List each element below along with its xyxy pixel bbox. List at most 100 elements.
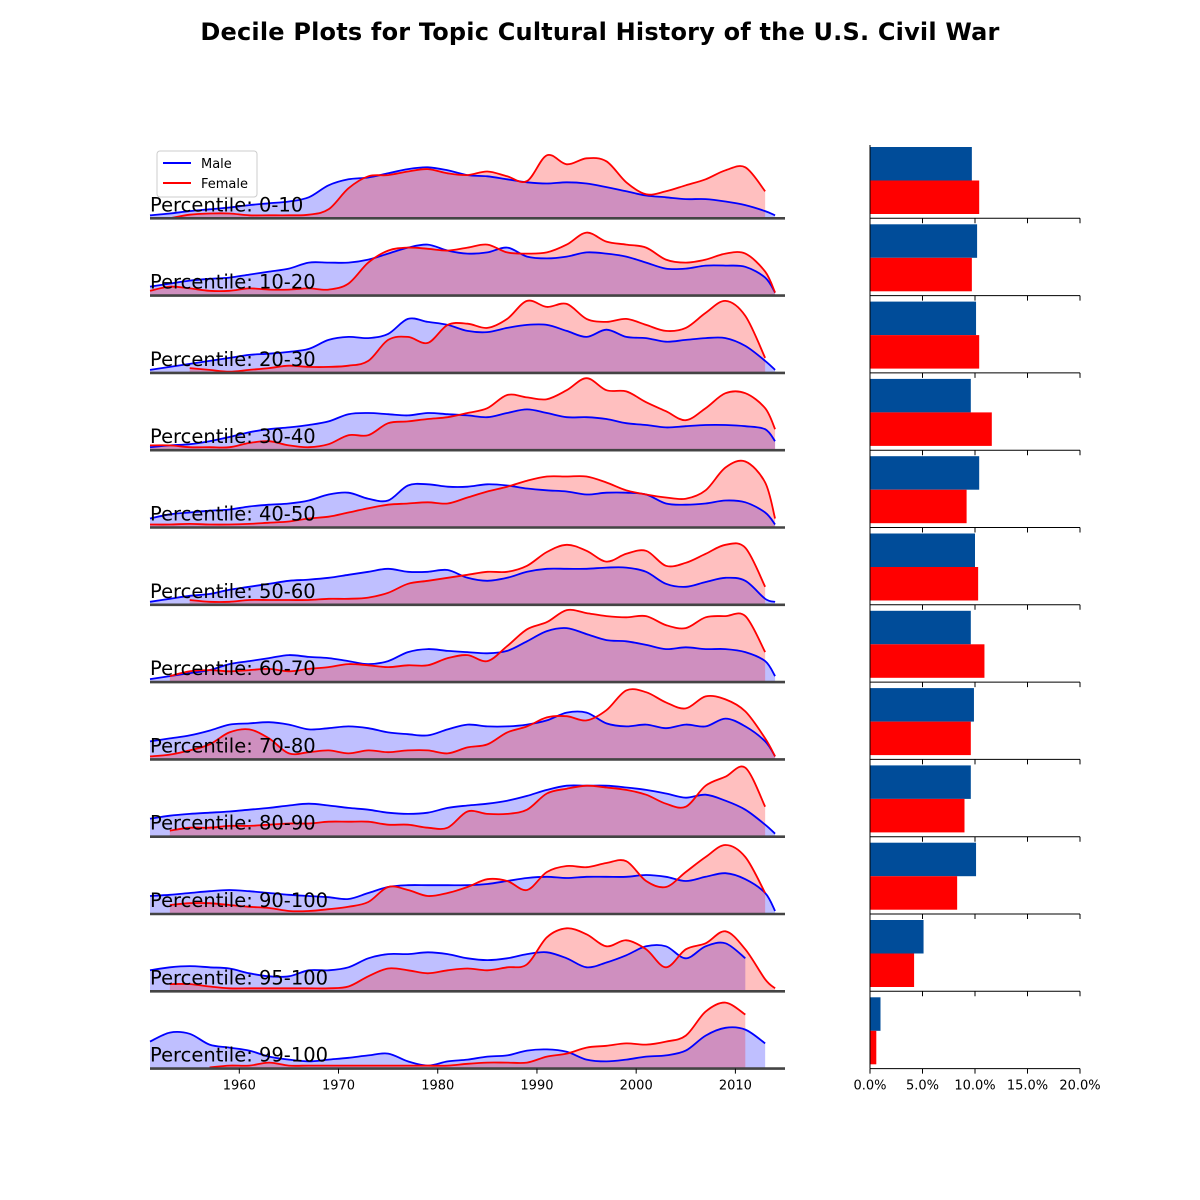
female-area <box>150 460 776 528</box>
ridge-panel: Percentile: 10-20 <box>149 231 785 297</box>
panel-label: Percentile: 50-60 <box>150 580 316 603</box>
bar-tick-label: 20.0% <box>1059 1079 1100 1094</box>
male-line <box>149 317 776 371</box>
male-line <box>149 784 776 835</box>
male-line <box>149 482 776 526</box>
bar-tick-label: 15.0% <box>1007 1079 1048 1094</box>
bar-tick-label: 5.0% <box>906 1079 939 1094</box>
male-area <box>150 409 776 451</box>
female-area <box>189 300 766 373</box>
male-line <box>149 627 776 680</box>
female-area <box>169 609 766 683</box>
legend-female-label: Female <box>201 177 248 192</box>
panel-label: Percentile: 0-10 <box>150 193 303 216</box>
panel-label: Percentile: 70-80 <box>150 734 316 757</box>
female-line <box>149 377 776 449</box>
x-tick-label: 1960 <box>223 1079 256 1094</box>
panel-label: Percentile: 95-100 <box>150 966 328 989</box>
male-bar <box>870 688 974 722</box>
female-bar <box>870 180 980 214</box>
female-area <box>150 689 776 760</box>
panel-label: Percentile: 99-100 <box>150 1044 328 1067</box>
male-bar <box>870 378 971 413</box>
female-line <box>169 927 776 990</box>
female-area <box>169 845 766 914</box>
panel-label: Percentile: 80-90 <box>150 812 316 835</box>
ridge-panel: Percentile: 0-10 <box>149 153 785 220</box>
panel-label: Percentile: 30-40 <box>150 425 316 448</box>
male-bar <box>870 224 978 258</box>
x-tick-label: 1990 <box>520 1079 553 1094</box>
female-bar <box>870 489 967 524</box>
ridge-panel: Percentile: 80-90 <box>149 765 785 839</box>
panel-label: Percentile: 10-20 <box>150 271 316 294</box>
female-bar <box>870 335 980 369</box>
panel-label: Percentile: 40-50 <box>150 503 316 526</box>
female-line <box>169 844 766 913</box>
female-line <box>149 688 776 758</box>
ridge-panel: Percentile: 40-50 <box>149 459 785 529</box>
male-line <box>149 941 746 978</box>
x-tick-label: 1980 <box>421 1079 454 1094</box>
male-area <box>150 167 776 219</box>
female-line <box>149 459 776 526</box>
male-area <box>150 942 746 992</box>
female-bar <box>870 798 965 833</box>
male-line <box>149 408 776 449</box>
ridge-panel: Percentile: 95-100 <box>149 927 785 993</box>
ridge-panel: Percentile: 30-40 <box>149 377 785 452</box>
male-bar <box>870 301 977 336</box>
male-area <box>150 244 776 296</box>
female-line <box>169 153 766 220</box>
female-line <box>209 1001 746 1069</box>
female-area <box>169 766 766 837</box>
bar-tick-label: 10.0% <box>954 1079 995 1094</box>
male-line <box>149 872 776 912</box>
female-bar <box>870 257 972 292</box>
x-tick-label: 2010 <box>719 1079 752 1094</box>
ridge-panel: Percentile: 20-30 <box>149 299 785 375</box>
male-area <box>150 873 776 914</box>
ridge-panel: Percentile: 70-80 <box>149 688 785 761</box>
female-area <box>189 543 766 605</box>
x-tick-label: 1970 <box>322 1079 355 1094</box>
male-bar <box>870 997 881 1031</box>
female-bar <box>870 1030 877 1065</box>
legend-male-label: Male <box>201 157 232 172</box>
female-bar <box>870 953 915 987</box>
male-bar <box>870 533 975 567</box>
female-area <box>150 232 776 296</box>
bar-tick-label: 0.0% <box>853 1079 886 1094</box>
male-bar <box>870 765 971 799</box>
female-line <box>189 542 766 603</box>
male-area <box>150 318 776 373</box>
male-bar <box>870 610 971 645</box>
male-area <box>150 567 776 605</box>
ridge-panel: Percentile: 90-100 <box>149 844 785 916</box>
panel-label: Percentile: 90-100 <box>150 889 328 912</box>
ridge-panel: Percentile: 99-100 <box>149 1001 785 1070</box>
male-bar <box>870 456 980 490</box>
legend: Male Female <box>156 150 258 198</box>
ridge-panel: Percentile: 60-70 <box>149 608 785 684</box>
female-area <box>209 1002 746 1069</box>
panel-label: Percentile: 60-70 <box>150 657 316 680</box>
female-area <box>169 154 766 219</box>
male-line <box>149 710 776 757</box>
male-line <box>149 243 776 294</box>
male-bar <box>870 147 972 181</box>
male-area <box>150 711 776 760</box>
female-bar <box>870 412 992 446</box>
male-area <box>150 1027 766 1069</box>
female-bar <box>870 644 985 678</box>
panel-label: Percentile: 20-30 <box>150 348 316 371</box>
female-bar <box>870 567 979 601</box>
male-area <box>150 483 776 528</box>
female-line <box>169 765 766 832</box>
female-bar <box>870 876 958 910</box>
male-bar <box>870 920 924 954</box>
male-bar <box>870 842 977 877</box>
male-line <box>149 566 776 603</box>
female-area <box>169 928 776 992</box>
